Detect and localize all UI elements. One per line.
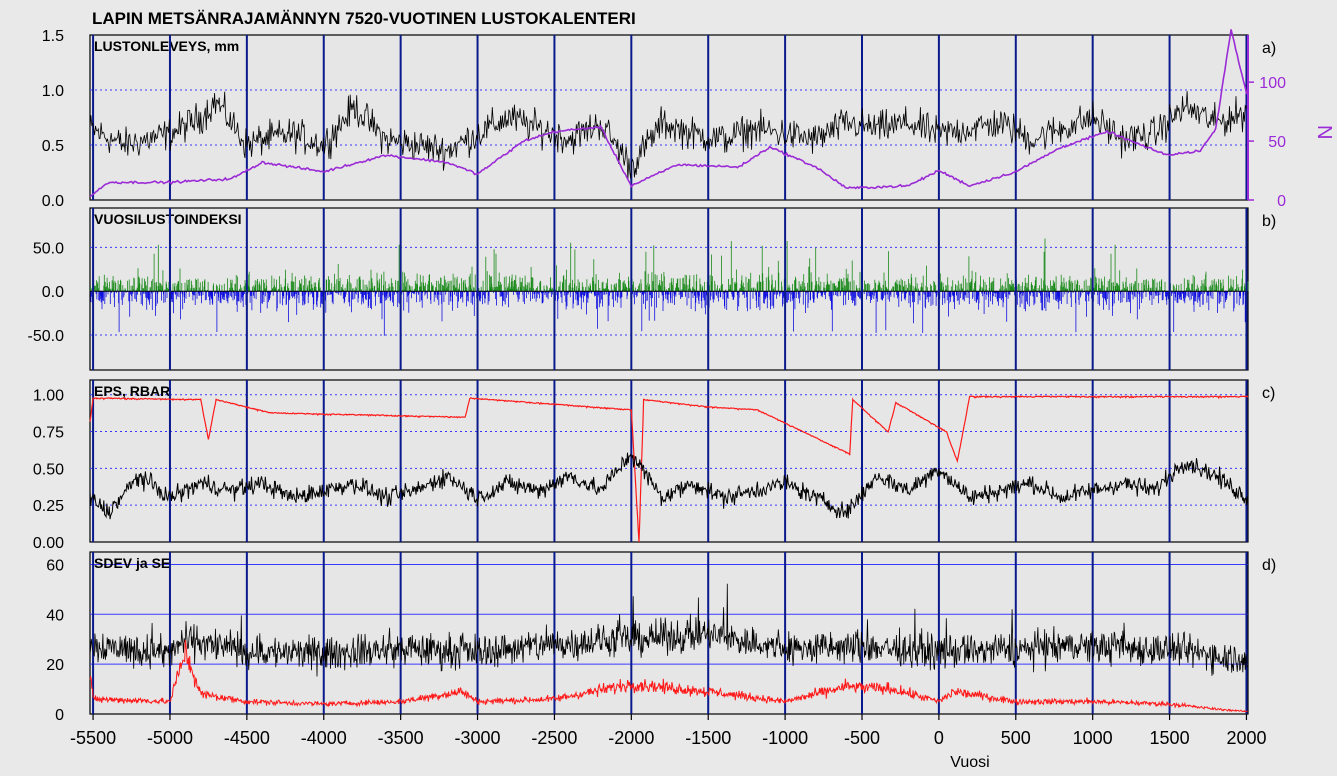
- panel-a-plot-area: [89, 34, 1249, 201]
- rbar-line: [89, 452, 1249, 520]
- panel-b-ytick-label: 0.0: [42, 284, 64, 301]
- panel-c: 0.00 0.25 0.50 0.75 1.00 EPS, RBAR c): [33, 379, 1275, 552]
- panel-c-plot-area: [89, 379, 1249, 543]
- x-tick-label: -4500: [224, 728, 270, 748]
- panel-c-ytick-label: 0.25: [33, 498, 64, 515]
- sample-depth-line: [89, 29, 1249, 198]
- x-tick-label: -3500: [378, 728, 424, 748]
- x-tick-label: -5000: [147, 728, 193, 748]
- x-tick-label: 1500: [1150, 728, 1190, 748]
- panel-d-ytick-label: 60: [46, 557, 64, 574]
- x-tick-label: 0: [934, 728, 944, 748]
- panel-a-ytick-label: 0.5: [42, 138, 64, 155]
- panel-a-ytick-label: 0.0: [42, 193, 64, 210]
- x-tick-label: -3000: [455, 728, 501, 748]
- panel-b-label: b): [1262, 213, 1276, 230]
- panel-d: 0 20 40 60 SDEV ja SE d): [46, 551, 1276, 724]
- panel-a-ytick-label: 1.5: [42, 28, 64, 45]
- x-tick-label: 1000: [1073, 728, 1113, 748]
- panel-d-ytick-label: 0: [55, 707, 64, 724]
- panel-b-title: VUOSILUSTOINDEKSI: [94, 211, 242, 227]
- n-axis-label: N: [1313, 125, 1335, 139]
- panel-c-ytick-label: 1.00: [33, 388, 64, 405]
- x-tick-label: -5500: [70, 728, 116, 748]
- n-axis-tick-label: 100: [1259, 75, 1286, 92]
- figure-title: LAPIN METSÄNRAJAMÄNNYN 7520-VUOTINEN LUS…: [92, 9, 636, 28]
- panel-b-ytick-label: 50.0: [33, 240, 64, 257]
- panel-a-ytick-label: 1.0: [42, 83, 64, 100]
- n-axis-tick-label: 0: [1277, 193, 1286, 210]
- panel-a-label: a): [1262, 40, 1276, 57]
- panel-c-ytick-label: 0.00: [33, 535, 64, 552]
- panel-d-label: d): [1262, 557, 1276, 574]
- panel-a: 0.0 0.5 1.0 1.5 LUSTONLEVEYS, mm a) 0 50 100 N: [42, 28, 1335, 210]
- panel-d-ytick-label: 20: [46, 657, 64, 674]
- x-tick-label: 500: [1001, 728, 1031, 748]
- se-line: [89, 639, 1248, 713]
- panel-d-ytick-label: 40: [46, 607, 64, 624]
- panel-a-title: LUSTONLEVEYS, mm: [94, 38, 239, 54]
- panel-b: -50.0 0.0 50.0 VUOSILUSTOINDEKSI b): [28, 207, 1276, 371]
- ring-width-line: [89, 91, 1249, 180]
- panel-b-ytick-label: -50.0: [28, 328, 65, 345]
- sdev-line: [89, 583, 1249, 677]
- panel-c-ytick-label: 0.50: [33, 461, 64, 478]
- x-tick-label: -2000: [608, 728, 654, 748]
- x-axis-label: Vuosi: [950, 754, 989, 771]
- panel-c-title: EPS, RBAR: [94, 383, 170, 399]
- eps-line: [89, 395, 1249, 543]
- x-tick-label: -1500: [685, 728, 731, 748]
- n-axis-tick-label: 50: [1268, 134, 1286, 151]
- panel-d-title: SDEV ja SE: [94, 555, 170, 571]
- x-axis: -5500 -5000 -4500 -4000 -3500 -3000 -2500 -2000…: [70, 714, 1266, 748]
- panel-c-label: c): [1262, 385, 1275, 402]
- x-tick-label: -500: [844, 728, 880, 748]
- x-tick-label: -1000: [762, 728, 808, 748]
- x-tick-label: -4000: [301, 728, 347, 748]
- panel-c-ytick-label: 0.75: [33, 425, 64, 442]
- x-tick-label: -2500: [531, 728, 577, 748]
- x-tick-label: 2000: [1226, 728, 1266, 748]
